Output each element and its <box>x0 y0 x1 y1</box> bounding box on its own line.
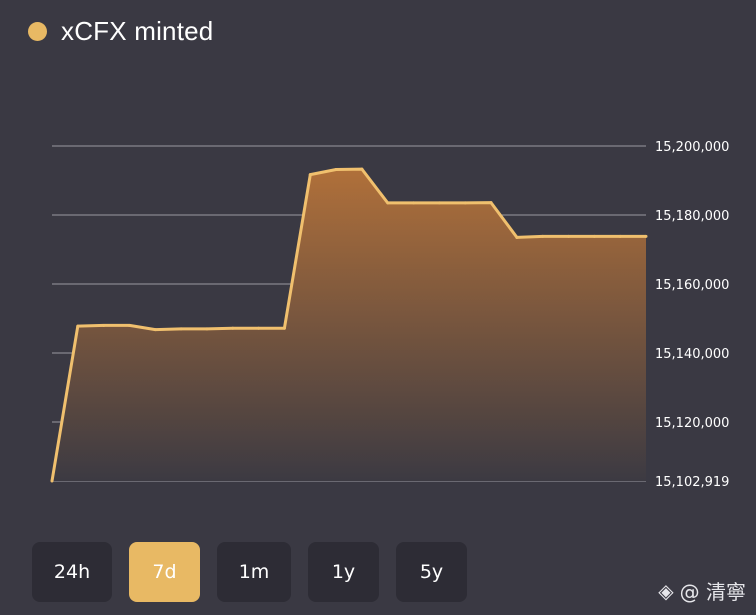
area-chart: 15,200,000 15,180,000 15,160,000 15,140,000… <box>50 140 729 490</box>
data-point <box>153 328 157 332</box>
data-point <box>541 234 545 238</box>
data-point <box>76 324 80 328</box>
data-point <box>567 234 571 238</box>
data-points <box>50 167 648 483</box>
time-range-selector: 24h 7d 1m 1y 5y <box>32 542 484 602</box>
y-tick-label: 15,200,000 <box>655 140 729 155</box>
data-point <box>179 327 183 331</box>
watermark: ◈ @ 清寧 <box>658 576 746 605</box>
data-point <box>334 167 338 171</box>
range-button-5y[interactable]: 5y <box>396 542 467 602</box>
data-point <box>360 167 364 171</box>
y-tick-label: 15,120,000 <box>655 416 729 431</box>
chart-header: xCFX minted <box>28 14 213 48</box>
data-point <box>618 234 622 238</box>
range-button-24h[interactable]: 24h <box>32 542 112 602</box>
data-point <box>412 201 416 205</box>
data-point <box>257 326 261 330</box>
y-axis-labels: 15,200,000 15,180,000 15,160,000 15,140,000… <box>655 140 729 490</box>
range-button-1m[interactable]: 1m <box>217 542 291 602</box>
data-point <box>437 201 441 205</box>
area-fill <box>52 169 646 481</box>
y-tick-label: 15,160,000 <box>655 278 729 293</box>
binance-logo-icon: ◈ <box>658 578 674 603</box>
data-point <box>592 234 596 238</box>
data-point <box>205 327 209 331</box>
y-tick-label: 15,180,000 <box>655 209 729 224</box>
series-dot-icon <box>28 21 47 41</box>
watermark-text: @ 清寧 <box>679 580 746 604</box>
data-point <box>308 173 312 177</box>
data-point <box>102 323 106 327</box>
data-point <box>231 326 235 330</box>
series-line <box>50 167 646 482</box>
data-point <box>644 234 648 238</box>
y-tick-label: 15,102,919 <box>655 475 729 490</box>
data-point <box>515 235 519 239</box>
data-point <box>50 479 54 483</box>
data-point <box>282 326 286 330</box>
data-point <box>489 201 493 205</box>
data-point <box>386 201 390 205</box>
range-button-1y[interactable]: 1y <box>308 542 379 602</box>
data-point <box>127 323 131 327</box>
y-tick-label: 15,140,000 <box>655 347 729 362</box>
data-point <box>463 201 467 205</box>
range-button-7d[interactable]: 7d <box>129 542 200 602</box>
chart-title: xCFX minted <box>61 15 214 46</box>
